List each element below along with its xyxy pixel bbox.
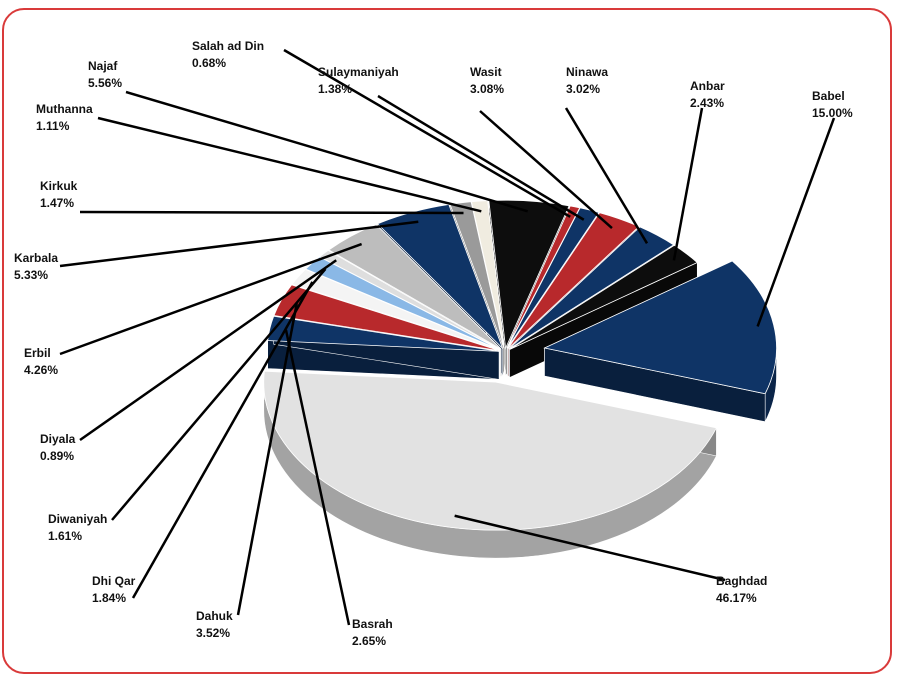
slice-percent-diyala: 0.89% [40,449,74,463]
slice-percent-ninawa: 3.02% [566,82,600,96]
leader-line-babel [756,117,836,327]
leader-line-layer [59,48,836,626]
pie-slice-dhi-qar [291,268,500,351]
pie-slice-anbar [509,244,698,350]
slice-label-diyala: Diyala [40,432,76,446]
slice-label-salah-ad-din: Salah ad Din [192,39,264,53]
slice-percent-babel: 15.00% [812,106,853,120]
slice-label-muthanna: Muthanna [36,102,93,116]
leader-line-anbar [672,107,704,261]
slice-label-dahuk: Dahuk [196,609,233,623]
leader-line-kirkuk [79,210,464,215]
slice-label-diwaniyah: Diwaniyah [48,512,107,526]
slice-label-babel: Babel [812,89,845,103]
leader-line-erbil [59,242,363,356]
slice-label-erbil: Erbil [24,346,51,360]
slice-label-najaf: Najaf [88,59,118,73]
slice-label-karbala: Karbala [14,251,58,265]
leader-line-sulaymaniyah [377,94,585,221]
leader-line-diwaniyah [111,268,327,521]
slice-label-kirkuk: Kirkuk [40,179,78,193]
leader-line-salah-ad-din [283,48,571,218]
slice-percent-dhi-qar: 1.84% [92,591,126,605]
slice-percent-erbil: 4.26% [24,363,58,377]
slice-label-anbar: Anbar [690,79,725,93]
leader-line-muthanna [97,116,482,213]
leader-line-dahuk [236,303,298,616]
slice-label-ninawa: Ninawa [566,65,608,79]
slice-percent-muthanna: 1.11% [36,119,70,133]
pie-slice-baghdad [263,370,717,531]
leader-line-wasit [479,110,613,229]
slice-label-basrah: Basrah [352,617,393,631]
pie-slice-wasit [507,212,640,349]
leader-line-basrah [284,329,351,626]
leader-line-najaf [125,90,529,213]
slice-percent-wasit: 3.08% [470,82,504,96]
leader-line-karbala [59,220,419,268]
pie-slice-sulaymaniyah [506,207,600,349]
leader-line-baghdad [454,514,726,582]
label-layer: Baghdad 46.17% Basrah 2.65% Dahuk 3.52% Dhi Qa… [14,39,853,648]
slice-label-wasit: Wasit [470,65,502,79]
pie-slice-babel [543,260,777,395]
slice-percent-basrah: 2.65% [352,634,386,648]
slice-percent-baghdad: 46.17% [716,591,757,605]
pie-slice-erbil [328,223,502,350]
leader-line-diyala [79,259,337,442]
slice-label-baghdad: Baghdad [716,574,767,588]
slice-percent-salah-ad-din: 0.68% [192,56,226,70]
pie-slice-ninawa [508,226,675,350]
slice-percent-najaf: 5.56% [88,76,122,90]
leader-line-dhi-qar [131,281,314,599]
slice-percent-karbala: 5.33% [14,268,48,282]
slice-percent-sulaymaniyah: 1.38% [318,82,352,96]
slice-percent-kirkuk: 1.47% [40,196,74,210]
slice-percent-anbar: 2.43% [690,96,724,110]
pie-top-layer [263,199,777,531]
pie-slice-basrah [267,315,500,352]
pie-slice-diyala [319,249,501,350]
slice-label-dhi-qar: Dhi Qar [92,574,136,588]
leader-line-ninawa [564,107,649,244]
slice-percent-dahuk: 3.52% [196,626,230,640]
slice-percent-diwaniyah: 1.61% [48,529,82,543]
slice-label-sulaymaniyah: Sulaymaniyah [318,65,399,79]
